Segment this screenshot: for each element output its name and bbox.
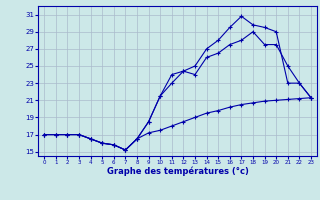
X-axis label: Graphe des températures (°c): Graphe des températures (°c) bbox=[107, 167, 249, 176]
